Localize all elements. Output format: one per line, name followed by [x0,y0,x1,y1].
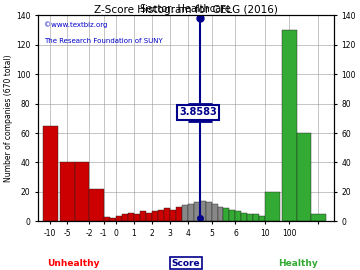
Bar [224,208,229,221]
Bar [259,215,265,221]
Bar [217,207,224,221]
Bar [140,211,146,221]
Text: 3.8583: 3.8583 [179,107,217,117]
Bar [253,214,259,221]
Bar [283,30,297,221]
Bar [242,212,247,221]
Bar [188,204,194,221]
Bar [134,214,140,221]
Bar [152,211,158,221]
Title: Z-Score Histogram for CELG (2016): Z-Score Histogram for CELG (2016) [94,5,278,15]
Y-axis label: Number of companies (670 total): Number of companies (670 total) [4,55,13,182]
Text: Healthy: Healthy [278,258,318,268]
Text: The Research Foundation of SUNY: The Research Foundation of SUNY [44,38,163,44]
Text: Sector: Healthcare: Sector: Healthcare [140,4,231,14]
Bar [43,126,58,221]
Bar [116,215,122,221]
Text: Score: Score [172,258,200,268]
Bar [297,133,311,221]
Bar [206,202,212,221]
Bar [170,210,176,221]
Bar [229,210,235,221]
Bar [199,201,206,221]
Bar [146,212,152,221]
Bar [158,210,164,221]
Bar [311,214,326,221]
Bar [60,163,75,221]
Bar [235,211,242,221]
Bar [164,208,170,221]
Bar [247,214,253,221]
Bar [89,189,104,221]
Bar [75,163,89,221]
Bar [176,207,181,221]
Bar [194,202,199,221]
Bar [104,217,110,221]
Bar [212,204,217,221]
Bar [122,214,128,221]
Bar [181,205,188,221]
Text: Unhealthy: Unhealthy [47,258,100,268]
Bar [128,212,134,221]
Bar [265,192,280,221]
Text: ©www.textbiz.org: ©www.textbiz.org [44,21,107,28]
Bar [110,218,116,221]
